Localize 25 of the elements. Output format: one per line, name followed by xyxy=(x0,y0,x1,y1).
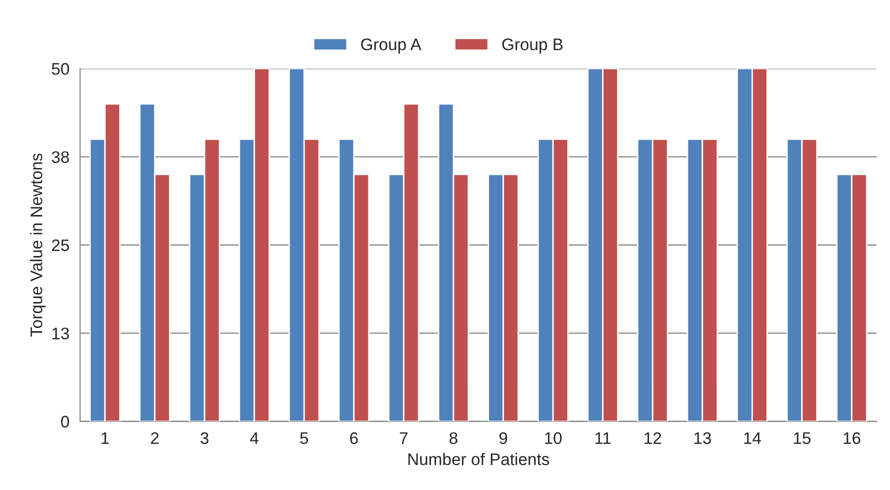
y-tick-label: 50 xyxy=(52,63,70,75)
x-tick-label: 4 xyxy=(250,432,258,444)
x-tick-label: 7 xyxy=(400,432,408,444)
x-tick-label: 12 xyxy=(644,432,662,444)
x-tick-label: 10 xyxy=(545,432,562,444)
y-tick-label: 0 xyxy=(61,416,70,428)
legend-label: Group B xyxy=(502,38,563,54)
x-axis-title: Number of Patients xyxy=(408,452,550,466)
x-tick-label: 15 xyxy=(794,432,811,444)
y-tick-label: 13 xyxy=(52,328,69,340)
y-axis-title: Torque Value in Newtons xyxy=(30,154,46,337)
legend-label: Group A xyxy=(361,38,422,54)
x-tick-label: 16 xyxy=(844,432,860,444)
x-tick-label: 3 xyxy=(200,432,208,444)
x-tick-label: 14 xyxy=(744,432,761,444)
y-tick-label: 38 xyxy=(52,151,69,164)
x-tick-label: 2 xyxy=(150,432,159,444)
x-tick-label: 11 xyxy=(595,432,611,444)
y-tick-label: 25 xyxy=(52,239,69,252)
x-tick-label: 6 xyxy=(350,432,358,444)
x-tick-label: 5 xyxy=(300,432,308,444)
x-tick-label: 1 xyxy=(102,432,109,444)
x-tick-label: 13 xyxy=(694,432,711,444)
x-tick-label: 9 xyxy=(499,432,508,444)
x-tick-label: 8 xyxy=(450,432,458,444)
